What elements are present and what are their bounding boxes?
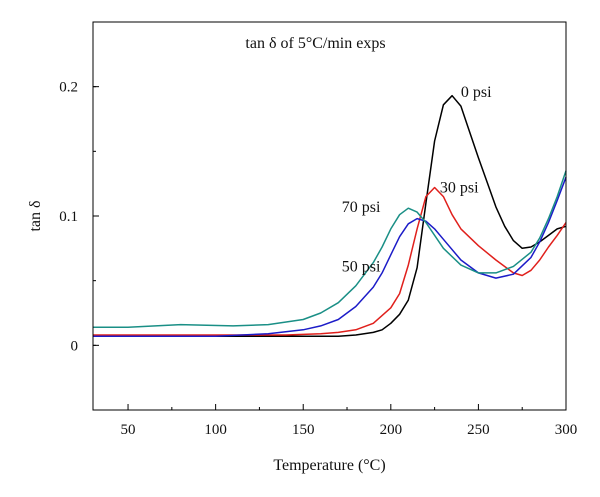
y-tick-label: 0.2 bbox=[59, 80, 78, 96]
annotation-layer: 0 psi 30 psi 70 psi 50 psi bbox=[342, 84, 492, 276]
x-tick-label: 150 bbox=[292, 422, 315, 438]
series-annotation: 70 psi bbox=[342, 199, 381, 216]
x-axis-title: Temperature (°C) bbox=[273, 457, 385, 474]
series-line-70-psi bbox=[93, 170, 567, 328]
series-line-0-psi bbox=[93, 94, 567, 338]
tick-labels-layer: 50 100 150 200 250 300 0 0.1 0.2 bbox=[59, 80, 577, 438]
x-tick-label: 300 bbox=[555, 422, 578, 438]
chart-title: tan δ of 5°C/min exps bbox=[245, 35, 385, 52]
plot-frame bbox=[92, 21, 567, 411]
series-annotation: 50 psi bbox=[342, 259, 381, 276]
series-annotation: 30 psi bbox=[440, 180, 479, 197]
x-tick-label: 200 bbox=[380, 422, 403, 438]
ticks-layer bbox=[93, 21, 567, 411]
y-tick-label: 0.1 bbox=[59, 209, 78, 225]
series-layer bbox=[93, 94, 567, 338]
series-annotation: 0 psi bbox=[461, 84, 492, 101]
x-tick-label: 100 bbox=[204, 422, 227, 438]
y-tick-label: 0 bbox=[71, 338, 79, 354]
series-line-50-psi bbox=[93, 176, 567, 338]
series-line-30-psi bbox=[93, 186, 567, 336]
y-axis-title: tan δ bbox=[27, 200, 44, 231]
x-tick-label: 250 bbox=[467, 422, 490, 438]
x-tick-label: 50 bbox=[121, 422, 136, 438]
